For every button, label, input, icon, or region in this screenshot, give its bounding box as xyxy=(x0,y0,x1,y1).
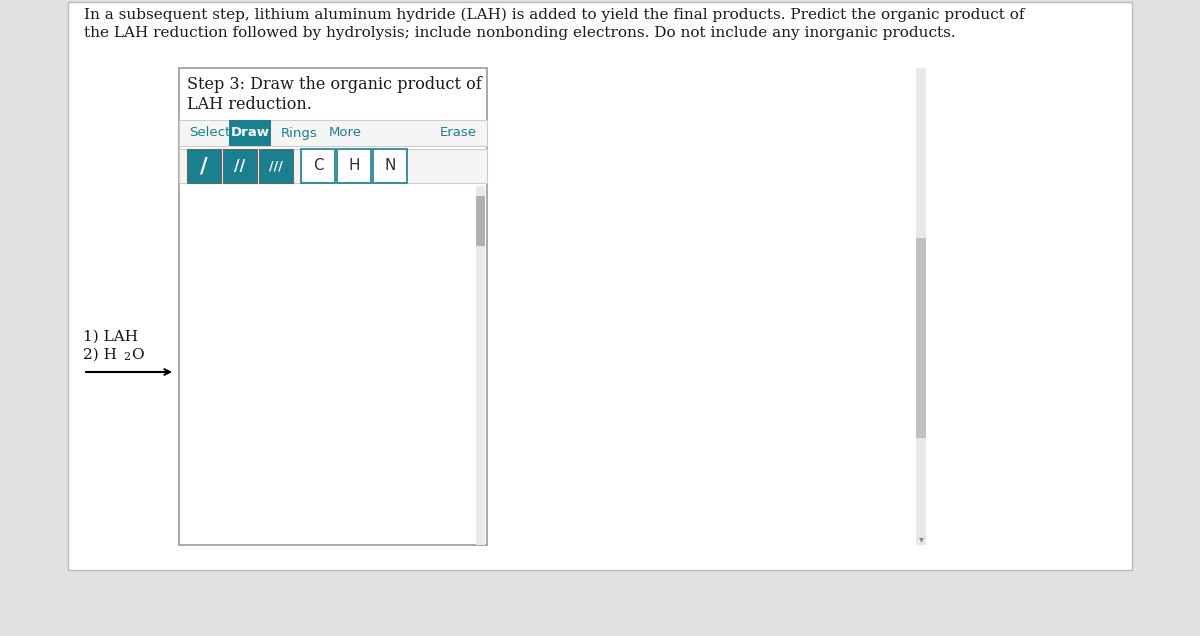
Text: 1) LAH: 1) LAH xyxy=(83,330,138,344)
Text: C: C xyxy=(313,158,323,174)
Text: ///: /// xyxy=(269,160,283,172)
Text: Select: Select xyxy=(190,127,230,139)
Bar xyxy=(916,68,926,545)
Text: Draw: Draw xyxy=(230,127,270,139)
Bar xyxy=(223,149,257,183)
Bar xyxy=(229,120,271,146)
Text: LAH reduction.: LAH reduction. xyxy=(187,96,312,113)
Text: the LAH reduction followed by hydrolysis; include nonbonding electrons. Do not i: the LAH reduction followed by hydrolysis… xyxy=(84,26,955,40)
Bar xyxy=(476,186,485,545)
Text: 2) H: 2) H xyxy=(83,348,116,362)
Text: Rings: Rings xyxy=(281,127,318,139)
Text: Erase: Erase xyxy=(440,127,478,139)
Bar xyxy=(187,149,221,183)
Bar xyxy=(373,149,407,183)
Text: H: H xyxy=(348,158,360,174)
Text: In a subsequent step, lithium aluminum hydride (LAH) is added to yield the final: In a subsequent step, lithium aluminum h… xyxy=(84,8,1025,22)
Bar xyxy=(476,196,485,246)
Text: O: O xyxy=(131,348,144,362)
Bar xyxy=(259,149,293,183)
Text: 2: 2 xyxy=(124,352,130,362)
Bar xyxy=(179,149,487,183)
Bar xyxy=(179,68,487,545)
Text: //: // xyxy=(234,158,246,174)
Text: Step 3: Draw the organic product of: Step 3: Draw the organic product of xyxy=(187,76,481,93)
Bar xyxy=(337,149,371,183)
Text: More: More xyxy=(329,127,362,139)
Bar xyxy=(916,238,926,438)
Text: N: N xyxy=(384,158,396,174)
Bar xyxy=(68,2,1132,570)
Text: ▾: ▾ xyxy=(918,534,924,544)
Bar xyxy=(301,149,335,183)
Bar xyxy=(179,120,487,146)
Text: /: / xyxy=(200,156,208,176)
